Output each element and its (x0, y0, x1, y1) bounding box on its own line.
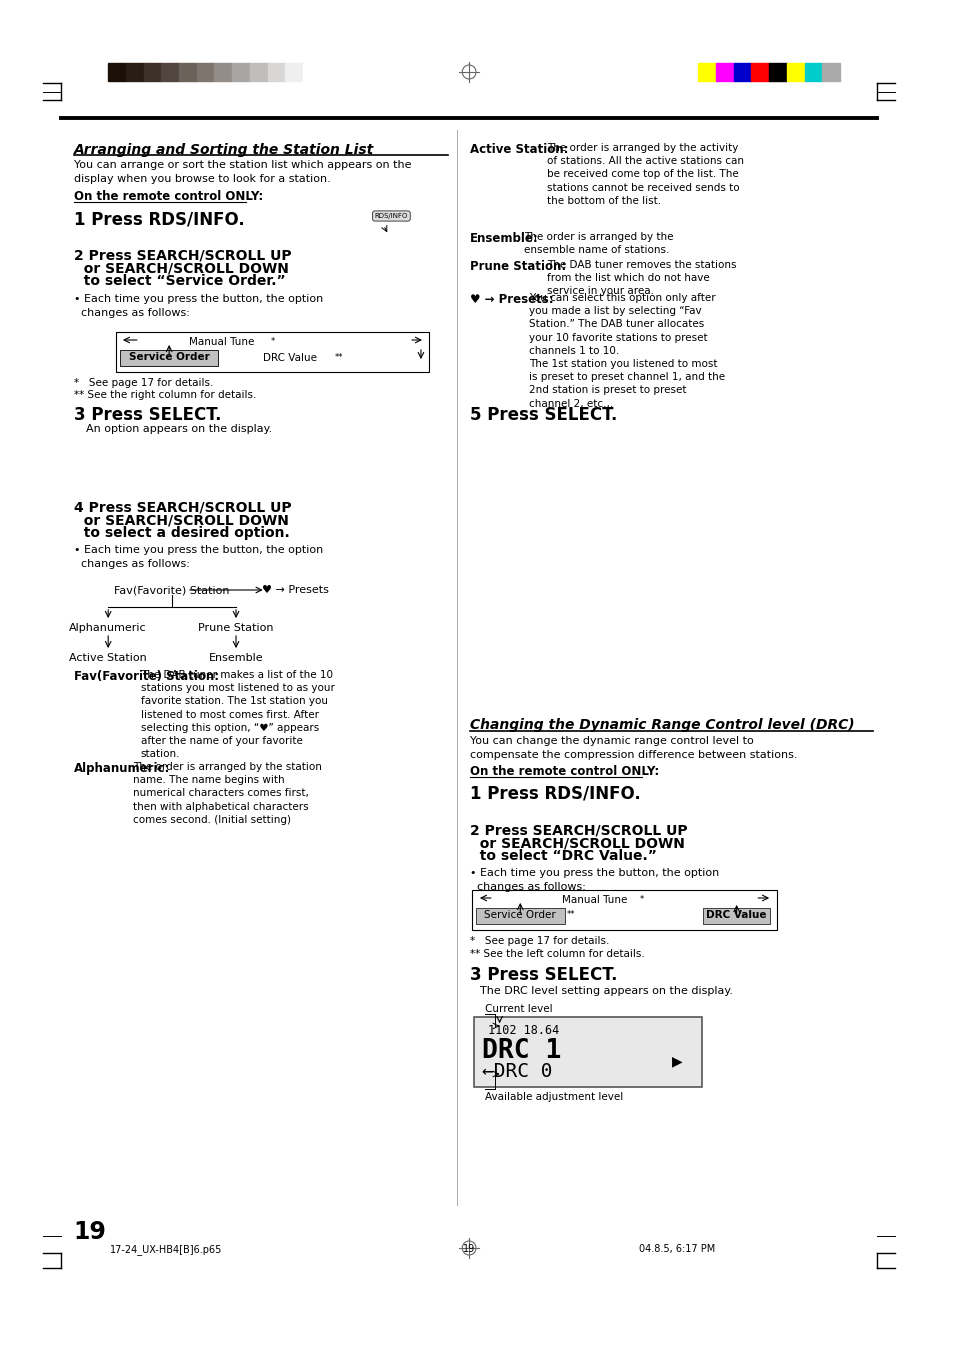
Text: Fav(Favorite) Station: Fav(Favorite) Station (114, 584, 230, 595)
Text: Changing the Dynamic Range Control level (DRC): Changing the Dynamic Range Control level… (470, 718, 854, 732)
Bar (786, 64, 803, 81)
FancyBboxPatch shape (472, 890, 776, 930)
Text: • Each time you press the button, the option
  changes as follows:: • Each time you press the button, the op… (470, 869, 719, 892)
Text: ♥ → Presets:: ♥ → Presets: (470, 294, 553, 306)
Text: or SEARCH/SCROLL DOWN: or SEARCH/SCROLL DOWN (470, 836, 684, 850)
Text: to select “Service Order.”: to select “Service Order.” (73, 275, 285, 288)
Bar (803, 64, 821, 81)
Bar (267, 64, 285, 81)
Bar (108, 64, 126, 81)
Text: Prune Station:: Prune Station: (470, 260, 566, 273)
Text: The DAB tuner removes the stations
from the list which do not have
service in yo: The DAB tuner removes the stations from … (546, 260, 736, 296)
Text: 3 Press SELECT.: 3 Press SELECT. (73, 406, 221, 423)
Text: Service Order: Service Order (484, 911, 556, 920)
Text: Manual Tune: Manual Tune (561, 894, 627, 905)
Text: Manual Tune: Manual Tune (189, 337, 253, 346)
Text: 2 Press SEARCH/SCROLL UP: 2 Press SEARCH/SCROLL UP (73, 248, 291, 262)
Text: You can select this option only after
you made a list by selecting “Fav
Station.: You can select this option only after yo… (529, 294, 724, 409)
Text: ▶: ▶ (671, 1054, 681, 1068)
Text: • Each time you press the button, the option
  changes as follows:: • Each time you press the button, the op… (73, 545, 323, 568)
Bar (232, 64, 250, 81)
Text: to select “DRC Value.”: to select “DRC Value.” (470, 848, 657, 863)
Text: RDS/INFO: RDS/INFO (375, 212, 408, 219)
Text: or SEARCH/SCROLL DOWN: or SEARCH/SCROLL DOWN (73, 261, 289, 275)
Bar (214, 64, 232, 81)
Text: 5 Press SELECT.: 5 Press SELECT. (470, 406, 617, 423)
Text: Active Station: Active Station (70, 653, 147, 663)
Text: DRC 1: DRC 1 (481, 1038, 560, 1063)
Text: *: * (271, 337, 274, 346)
Text: The order is arranged by the activity
of stations. All the active stations can
b: The order is arranged by the activity of… (546, 143, 743, 206)
Text: ** See the left column for details.: ** See the left column for details. (470, 948, 644, 959)
FancyBboxPatch shape (120, 350, 218, 367)
Text: 1102 18.64: 1102 18.64 (487, 1024, 558, 1036)
Text: Fav(Favorite) Station:: Fav(Favorite) Station: (73, 670, 218, 683)
Text: **: ** (566, 911, 575, 919)
Bar (751, 64, 768, 81)
Bar (196, 64, 214, 81)
Text: ** See the right column for details.: ** See the right column for details. (73, 390, 255, 400)
Text: to select a desired option.: to select a desired option. (73, 526, 289, 540)
Text: Prune Station: Prune Station (198, 622, 274, 633)
Text: 2 Press SEARCH/SCROLL UP: 2 Press SEARCH/SCROLL UP (470, 823, 687, 838)
Text: The DRC level setting appears on the display.: The DRC level setting appears on the dis… (479, 986, 732, 996)
Text: or SEARCH/SCROLL DOWN: or SEARCH/SCROLL DOWN (73, 513, 289, 528)
Text: Ensemble: Ensemble (209, 653, 263, 663)
Text: *   See page 17 for details.: * See page 17 for details. (470, 936, 609, 946)
FancyBboxPatch shape (474, 1017, 701, 1086)
Text: Available adjustment level: Available adjustment level (484, 1092, 622, 1101)
Text: **: ** (335, 353, 342, 363)
Text: On the remote control ONLY:: On the remote control ONLY: (73, 189, 263, 203)
Text: You can arrange or sort the station list which appears on the
display when you b: You can arrange or sort the station list… (73, 160, 411, 184)
Bar (698, 64, 716, 81)
Text: *: * (639, 894, 643, 904)
Bar (716, 64, 733, 81)
Bar (821, 64, 839, 81)
Text: 4 Press SEARCH/SCROLL UP: 4 Press SEARCH/SCROLL UP (73, 501, 291, 514)
Text: Arranging and Sorting the Station List: Arranging and Sorting the Station List (73, 143, 374, 157)
Text: • Each time you press the button, the option
  changes as follows:: • Each time you press the button, the op… (73, 294, 323, 318)
Text: An option appears on the display.: An option appears on the display. (86, 423, 272, 434)
Text: The DAB tuner makes a list of the 10
stations you most listened to as your
favor: The DAB tuner makes a list of the 10 sta… (140, 670, 335, 759)
Text: 17-24_UX-HB4[B]6.p65: 17-24_UX-HB4[B]6.p65 (110, 1243, 222, 1254)
Text: 19: 19 (462, 1243, 475, 1254)
Text: Ensemble:: Ensemble: (470, 231, 538, 245)
Text: The order is arranged by the
ensemble name of stations.: The order is arranged by the ensemble na… (523, 231, 673, 256)
Bar (250, 64, 267, 81)
Text: 3 Press SELECT.: 3 Press SELECT. (470, 966, 617, 984)
Text: ♥ → Presets: ♥ → Presets (261, 584, 328, 595)
FancyBboxPatch shape (476, 908, 564, 924)
Text: *   See page 17 for details.: * See page 17 for details. (73, 377, 213, 388)
Text: Alphanumeric: Alphanumeric (70, 622, 147, 633)
Text: ←DRC 0: ←DRC 0 (481, 1062, 552, 1081)
Text: 1 Press RDS/INFO.: 1 Press RDS/INFO. (470, 783, 640, 802)
Bar (144, 64, 161, 81)
Text: Active Station:: Active Station: (470, 143, 568, 156)
Text: 19: 19 (73, 1220, 107, 1243)
Text: Current level: Current level (484, 1004, 552, 1013)
Text: Alphanumeric:: Alphanumeric: (73, 762, 170, 775)
Text: 04.8.5, 6:17 PM: 04.8.5, 6:17 PM (639, 1243, 715, 1254)
FancyBboxPatch shape (702, 908, 769, 924)
Bar (303, 64, 320, 81)
Text: On the remote control ONLY:: On the remote control ONLY: (470, 764, 659, 778)
Text: 1 Press RDS/INFO.: 1 Press RDS/INFO. (73, 210, 244, 229)
Bar (768, 64, 786, 81)
Text: Service Order: Service Order (129, 352, 210, 363)
Bar (126, 64, 144, 81)
Text: DRC Value: DRC Value (705, 911, 766, 920)
Bar (179, 64, 196, 81)
Text: You can change the dynamic range control level to
compensate the compression dif: You can change the dynamic range control… (470, 736, 797, 759)
FancyBboxPatch shape (116, 331, 428, 372)
Bar (161, 64, 179, 81)
Bar (733, 64, 751, 81)
Bar (285, 64, 303, 81)
Text: DRC Value: DRC Value (263, 353, 316, 363)
Text: The order is arranged by the station
name. The name begins with
numerical charac: The order is arranged by the station nam… (132, 762, 321, 825)
